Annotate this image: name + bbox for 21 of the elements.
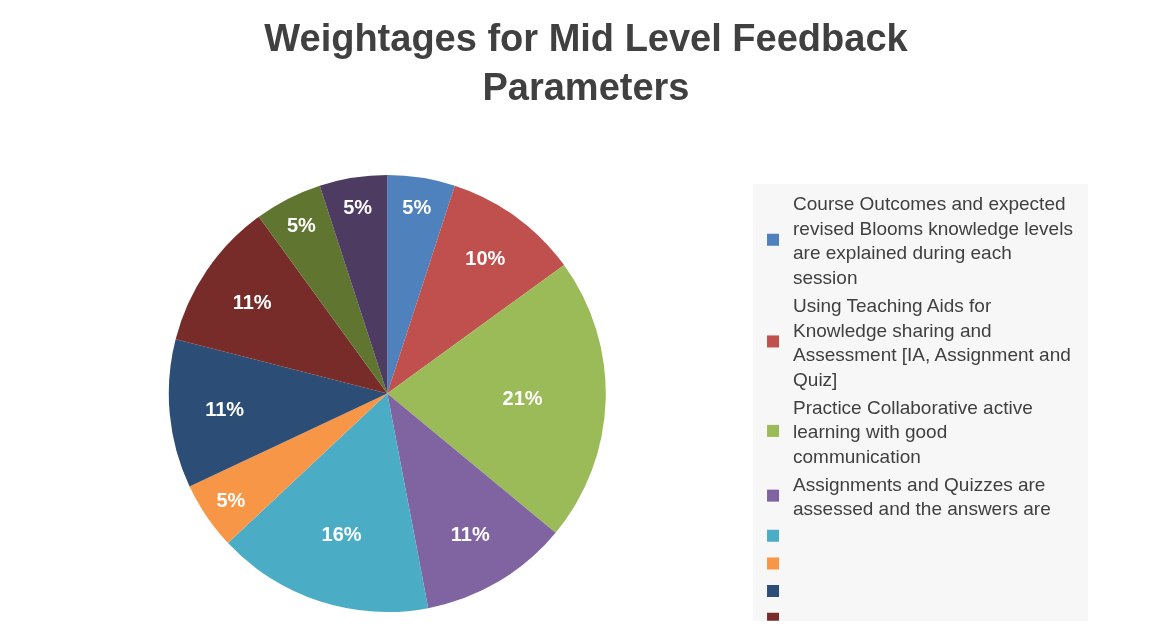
pie-slice	[175, 216, 388, 394]
data-label: 11%	[450, 522, 490, 545]
data-label: 11%	[232, 290, 272, 313]
legend-label: Course Outcomes and expected revised Blooms knowledge levels are explained during each session	[793, 193, 1073, 289]
data-label: 16%	[321, 522, 362, 545]
data-label: 5%	[286, 214, 317, 237]
data-label: 5%	[402, 195, 432, 218]
legend-label: Assignments and Quizzes are assessed and the answers are	[793, 473, 1051, 520]
chart-title: Weightages for Mid Level Feedback Parameters	[264, 16, 909, 108]
data-label: 21%	[502, 386, 543, 409]
data-label: 10%	[465, 247, 506, 270]
pie-slice	[387, 175, 455, 394]
data-label: 5%	[343, 195, 373, 218]
data-label: 5%	[216, 488, 246, 511]
pie-slice	[319, 175, 388, 394]
legend-label: Practice Collaborative active learning with good communication	[793, 396, 1033, 467]
pie-slice	[189, 393, 388, 544]
pie-slice	[168, 339, 388, 487]
pie-slice	[387, 393, 556, 609]
data-label: 11%	[205, 397, 245, 420]
legend-label: Using Teaching Aids for Knowledge sharing and Assessment [IA, Assignment and Quiz]	[793, 294, 1071, 390]
